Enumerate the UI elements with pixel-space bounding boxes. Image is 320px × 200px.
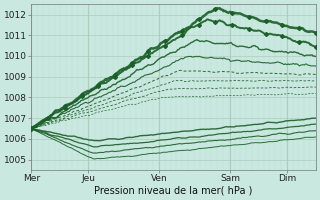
X-axis label: Pression niveau de la mer( hPa ): Pression niveau de la mer( hPa ) <box>94 186 253 196</box>
